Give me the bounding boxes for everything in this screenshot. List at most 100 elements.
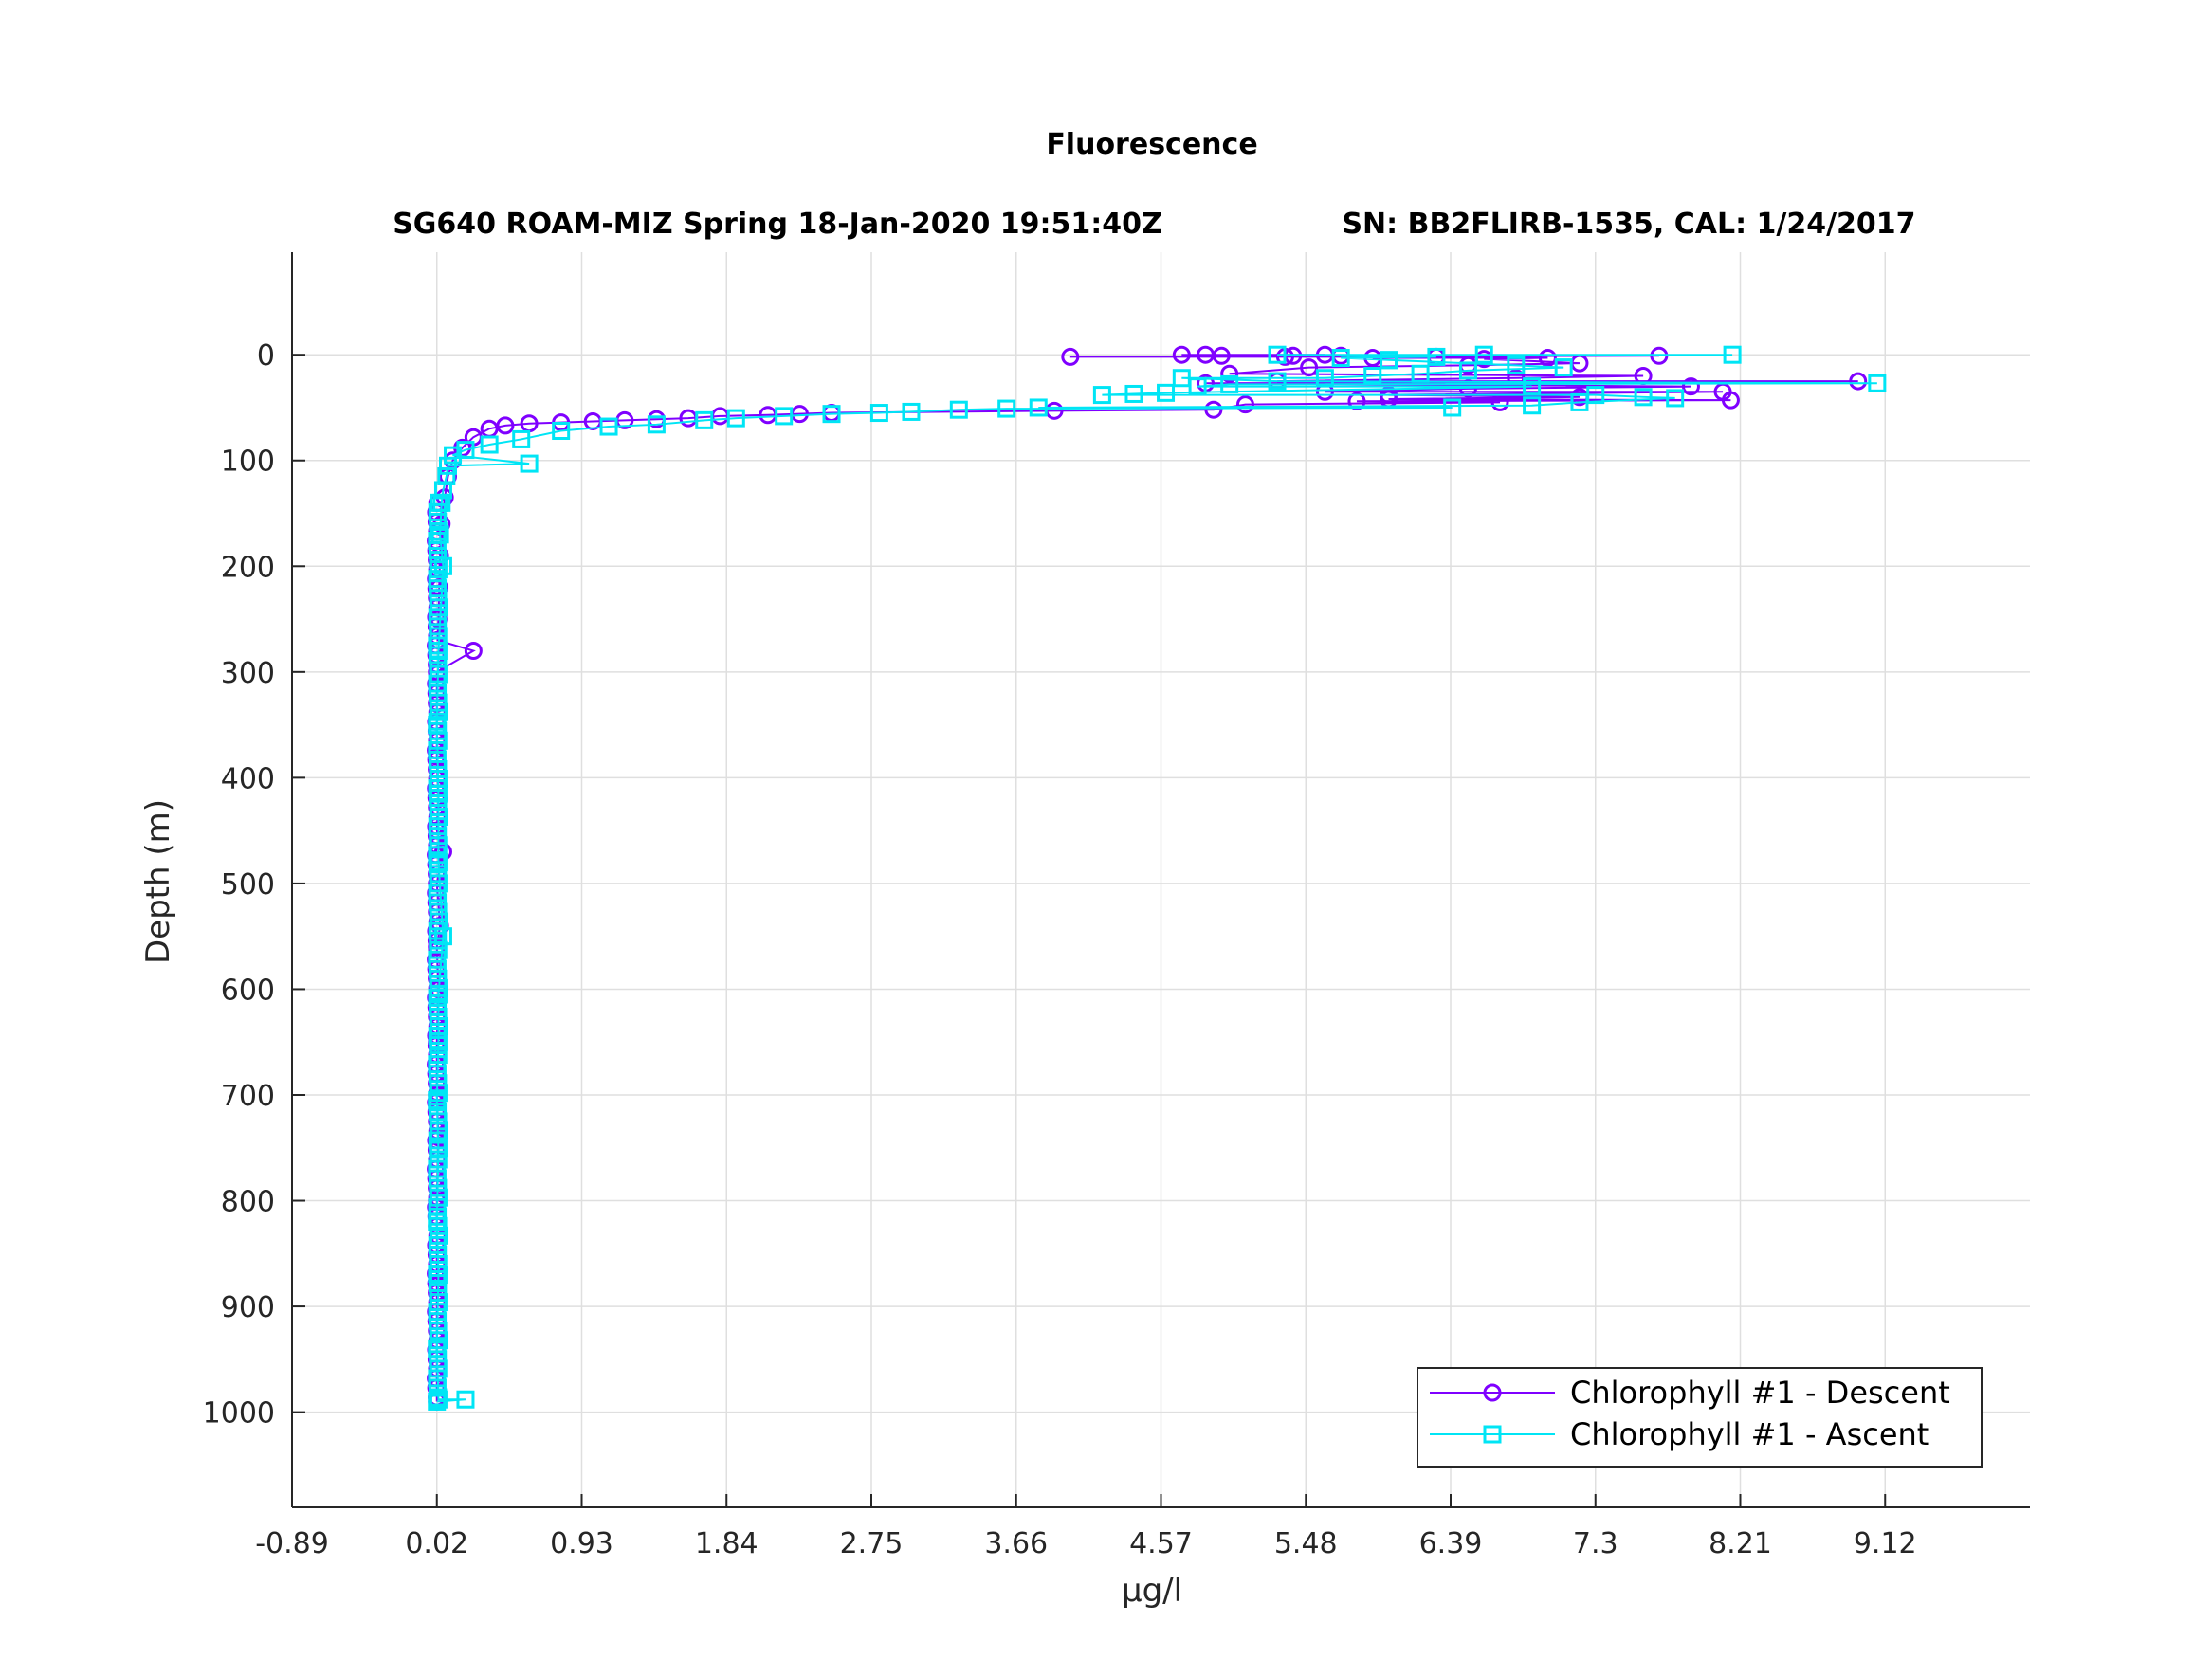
data-point <box>1315 369 1334 388</box>
data-point <box>1172 345 1191 364</box>
data-point <box>428 1392 447 1411</box>
deep-profile-marker <box>429 1359 448 1378</box>
data-point <box>1474 345 1493 364</box>
deep-profile-marker <box>429 931 448 950</box>
data-point <box>433 927 452 946</box>
data-point <box>428 1091 447 1110</box>
data-point <box>1347 392 1366 410</box>
deep-profile-marker <box>429 1150 448 1169</box>
data-point <box>599 417 618 436</box>
x-tick-label: 1.84 <box>695 1527 759 1560</box>
deep-profile-marker <box>429 589 448 608</box>
data-point <box>726 409 745 428</box>
data-point <box>1849 372 1868 391</box>
deep-profile-marker <box>429 1254 448 1273</box>
deep-profile-marker <box>429 1188 448 1207</box>
x-tick-label: -0.89 <box>255 1527 329 1560</box>
x-tick-label: 0.93 <box>550 1527 613 1560</box>
data-point <box>869 404 888 423</box>
data-point <box>1235 395 1254 414</box>
deep-profile-marker <box>429 521 448 540</box>
data-point <box>480 435 499 454</box>
deep-profile-marker <box>429 1284 448 1303</box>
deep-profile-marker <box>429 684 448 702</box>
deep-profile-marker <box>429 836 448 855</box>
deep-profile-marker <box>429 560 448 579</box>
data-point <box>429 985 448 1004</box>
data-point <box>1666 389 1685 408</box>
data-point <box>429 1032 448 1051</box>
deep-profile-marker <box>429 759 448 778</box>
data-point <box>1061 347 1080 366</box>
data-point <box>428 1212 447 1231</box>
data-point <box>552 422 571 441</box>
deep-profile-marker <box>428 674 447 693</box>
deep-profile-marker <box>429 693 448 712</box>
data-point <box>1172 369 1191 388</box>
data-point <box>1029 398 1048 417</box>
data-point <box>1212 346 1231 365</box>
deep-profile-marker <box>429 665 448 684</box>
deep-profile-marker <box>429 874 448 893</box>
data-point <box>1634 388 1653 407</box>
deep-profile-marker <box>429 1007 448 1026</box>
x-tick-label: 9.12 <box>1854 1527 1917 1560</box>
data-point <box>520 454 539 473</box>
data-point <box>429 784 448 803</box>
data-point <box>428 716 447 735</box>
data-point <box>647 415 666 434</box>
y-tick-label: 1000 <box>203 1397 275 1431</box>
data-point <box>1868 374 1887 392</box>
deep-profile-marker <box>428 570 447 589</box>
data-point <box>1443 398 1462 417</box>
legend: Chlorophyll #1 - Descent Chlorophyll #1 -… <box>1417 1367 1983 1468</box>
data-point <box>949 400 968 419</box>
deep-profile-marker <box>429 1293 448 1312</box>
deep-profile-marker <box>428 1169 447 1188</box>
deep-profile-marker <box>428 921 447 940</box>
data-point <box>1554 358 1573 377</box>
x-axis-label: μg/l <box>1122 1572 1182 1610</box>
deep-profile-marker <box>429 893 448 912</box>
data-point <box>432 493 451 512</box>
data-point <box>902 402 921 421</box>
data-point <box>1721 391 1740 410</box>
deep-profile-marker <box>429 1103 448 1121</box>
data-point <box>429 1139 448 1158</box>
data-point <box>1220 364 1239 383</box>
y-tick-label: 100 <box>221 446 275 479</box>
data-point <box>1124 384 1143 403</box>
x-tick-label: 3.66 <box>984 1527 1048 1560</box>
y-tick-label: 300 <box>221 657 275 690</box>
data-point <box>1538 349 1557 368</box>
x-tick-label: 4.57 <box>1129 1527 1193 1560</box>
data-point <box>430 525 449 544</box>
data-point <box>1268 345 1287 364</box>
data-point <box>1458 361 1477 380</box>
data-point <box>1157 383 1176 402</box>
y-tick-label: 200 <box>221 551 275 584</box>
deep-profile-marker <box>429 1112 448 1131</box>
deep-profile-marker <box>428 1065 447 1084</box>
deep-profile-marker <box>428 1369 447 1388</box>
data-point <box>1570 392 1589 411</box>
deep-profile-marker <box>429 827 448 846</box>
data-point <box>1411 364 1430 383</box>
data-point <box>444 446 463 465</box>
data-point <box>1650 346 1669 365</box>
data-point <box>1427 347 1446 366</box>
data-point <box>1268 372 1287 391</box>
data-point <box>429 1390 448 1409</box>
data-point <box>1507 356 1526 374</box>
data-series <box>427 345 1887 1411</box>
chart-subtitle-right: SN: BB2FLIRB-1535, CAL: 1/24/2017 <box>1342 208 1915 241</box>
deep-profile-marker <box>428 884 447 902</box>
y-tick-label: 0 <box>257 339 275 373</box>
x-tick-label: 8.21 <box>1709 1527 1772 1560</box>
data-point <box>1204 400 1223 419</box>
data-point <box>433 556 452 575</box>
deep-profile-marker <box>429 1245 448 1264</box>
x-tick-label: 5.48 <box>1274 1527 1338 1560</box>
data-point <box>997 399 1016 418</box>
